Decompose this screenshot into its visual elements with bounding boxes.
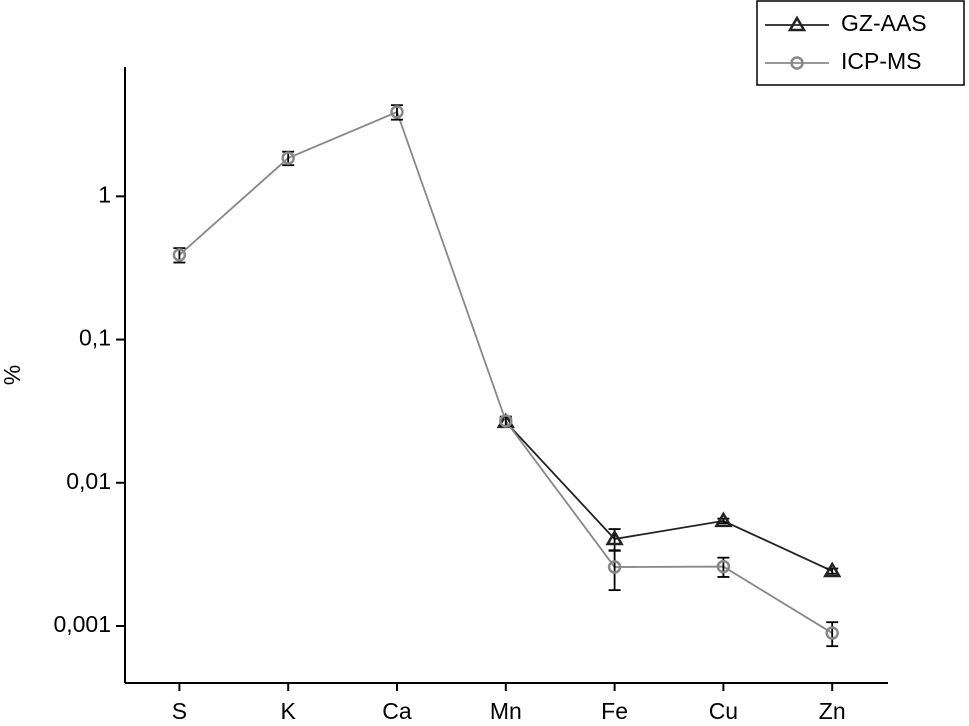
marker	[714, 511, 733, 528]
error-bar	[608, 549, 621, 592]
y-tick-label: 1	[98, 181, 111, 207]
marker	[281, 151, 295, 165]
x-tick-label: Cu	[709, 698, 738, 724]
x-tick-label: S	[172, 698, 187, 724]
marker	[390, 105, 404, 119]
x-tick-label: Zn	[819, 698, 846, 724]
legend-box	[756, 0, 965, 86]
marker	[605, 529, 624, 546]
legend-label: ICP-MS	[841, 48, 922, 74]
legend-marker	[787, 15, 807, 32]
marker	[716, 559, 731, 574]
marker	[172, 248, 187, 262]
y-axis-label: %	[0, 365, 25, 385]
legend-label: GZ-AAS	[841, 10, 927, 36]
marker	[499, 414, 513, 428]
x-tick-label: Fe	[601, 698, 628, 724]
error-bar	[826, 621, 839, 648]
y-tick-label: 0,001	[53, 611, 111, 637]
y-tick-label: 0,01	[66, 468, 111, 494]
marker	[607, 560, 622, 574]
legend-marker	[790, 56, 804, 70]
series-line	[178, 110, 833, 634]
marker	[823, 561, 842, 578]
y-tick-label: 0,1	[79, 325, 111, 351]
x-tick-label: Mn	[490, 698, 522, 724]
marker	[825, 626, 839, 640]
x-tick-label: Ca	[382, 698, 412, 724]
x-tick-label: K	[281, 698, 297, 724]
series-line	[505, 421, 833, 572]
